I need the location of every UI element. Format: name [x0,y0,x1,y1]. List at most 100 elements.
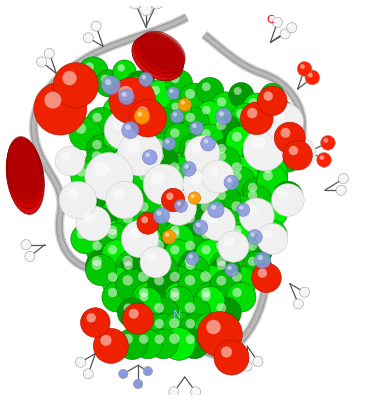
Circle shape [196,101,224,128]
Circle shape [86,208,117,239]
Circle shape [185,275,195,286]
Circle shape [336,185,346,195]
Circle shape [193,220,208,235]
Circle shape [242,146,272,176]
Circle shape [255,358,258,362]
Circle shape [154,152,164,161]
Circle shape [201,202,211,212]
Circle shape [247,230,262,244]
Circle shape [21,240,31,250]
Circle shape [186,319,195,328]
Ellipse shape [135,34,184,77]
Circle shape [308,73,313,78]
Circle shape [317,152,331,167]
Circle shape [168,196,180,208]
Circle shape [340,175,344,179]
Circle shape [201,226,211,235]
Circle shape [170,292,180,301]
Circle shape [83,33,93,43]
Circle shape [84,62,94,72]
Circle shape [92,113,102,122]
Circle shape [246,204,258,216]
Circle shape [95,70,123,97]
Circle shape [232,245,242,254]
Circle shape [265,100,295,129]
Circle shape [116,250,149,282]
Circle shape [248,144,258,153]
Circle shape [258,220,287,250]
Circle shape [186,113,195,122]
Circle shape [108,202,117,212]
Circle shape [258,86,287,116]
Circle shape [132,157,163,188]
Circle shape [123,334,133,344]
Circle shape [217,144,226,153]
Circle shape [62,71,77,85]
Circle shape [106,181,143,219]
Circle shape [195,240,225,269]
Circle shape [224,237,234,247]
Circle shape [261,83,284,107]
Circle shape [154,240,164,250]
Ellipse shape [6,139,44,214]
Circle shape [167,87,179,99]
Circle shape [129,0,141,9]
Circle shape [145,80,174,110]
Circle shape [139,334,149,344]
Circle shape [117,134,148,165]
Circle shape [178,98,191,111]
Circle shape [192,142,203,153]
Circle shape [81,308,110,337]
Circle shape [44,48,54,58]
Circle shape [180,329,209,359]
Circle shape [185,136,220,171]
Circle shape [252,263,281,292]
Circle shape [249,215,257,223]
Text: C: C [266,15,274,25]
Circle shape [242,251,272,281]
Circle shape [179,83,210,114]
Circle shape [149,185,178,215]
Circle shape [86,135,116,164]
Circle shape [226,282,256,312]
Circle shape [109,78,156,124]
Circle shape [117,328,148,360]
Circle shape [216,120,226,130]
Circle shape [134,108,150,124]
Circle shape [218,231,249,262]
Circle shape [231,162,242,173]
Circle shape [320,155,324,160]
Circle shape [201,245,211,254]
Circle shape [195,282,225,312]
Circle shape [171,74,179,83]
Circle shape [287,23,297,33]
Circle shape [102,282,131,312]
Circle shape [290,143,300,153]
Circle shape [181,100,185,105]
Circle shape [138,318,149,328]
Circle shape [200,206,235,241]
Circle shape [75,357,86,367]
Circle shape [154,113,164,122]
Circle shape [86,177,117,208]
Circle shape [232,226,242,235]
Circle shape [134,225,161,252]
Circle shape [338,174,349,184]
Circle shape [102,267,131,296]
Circle shape [263,170,273,180]
Circle shape [208,202,224,218]
Circle shape [169,162,180,173]
Circle shape [188,192,201,204]
Circle shape [300,287,310,297]
Circle shape [134,288,161,315]
Circle shape [151,0,163,9]
Circle shape [139,288,149,297]
Circle shape [123,303,133,313]
Circle shape [280,29,290,39]
Circle shape [210,297,241,328]
Circle shape [131,0,135,3]
Circle shape [92,140,102,150]
Circle shape [173,112,177,116]
Circle shape [103,124,130,151]
Circle shape [185,256,195,266]
